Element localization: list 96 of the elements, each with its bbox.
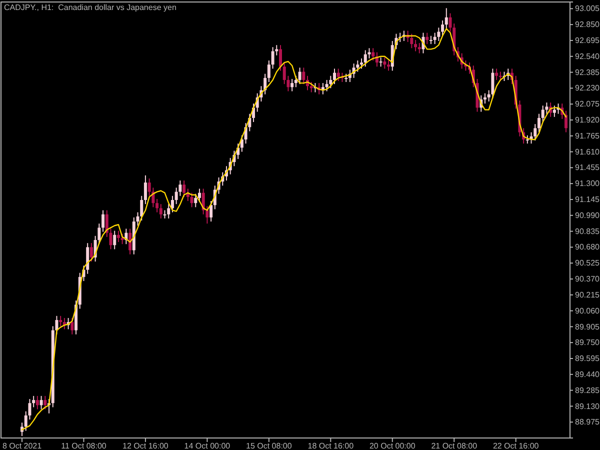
candlestick: [32, 395, 36, 408]
candlestick: [426, 32, 429, 45]
x-tick-label: 21 Oct 08:00: [431, 442, 478, 450]
candlestick: [437, 27, 440, 42]
line-series: [21, 28, 567, 430]
candlestick: [170, 195, 174, 213]
candlestick: [294, 75, 298, 88]
y-tick-label: 90.835: [575, 226, 600, 236]
candlestick: [140, 195, 144, 222]
candlestick: [240, 134, 244, 152]
candlestick: [534, 124, 537, 141]
y-tick-label: 91.300: [575, 179, 600, 188]
y-tick-label: 89.440: [575, 370, 600, 379]
candlestick: [310, 82, 313, 93]
candlestick: [360, 58, 364, 70]
candlestick: [325, 79, 328, 92]
y-tick-label: 89.595: [575, 354, 600, 364]
y-tick-label: 88.975: [575, 418, 600, 427]
candlestick: [483, 92, 486, 104]
candlestick: [40, 395, 43, 410]
candlestick: [372, 48, 375, 61]
y-tick-label: 89.750: [575, 338, 600, 348]
candlestick: [159, 204, 162, 219]
candlestick: [333, 68, 336, 85]
candlestick: [59, 315, 62, 327]
y-tick-label: 91.455: [575, 163, 600, 172]
y-tick-label: 91.920: [575, 116, 600, 125]
candlestick: [541, 105, 544, 123]
candlestick: [495, 68, 498, 80]
y-tick-label: 90.990: [575, 210, 600, 220]
candlestick: [414, 39, 418, 52]
candlestick: [302, 67, 306, 85]
candlestick: [182, 180, 186, 198]
y-tick-label: 91.610: [575, 147, 600, 156]
y-tick-label: 92.850: [575, 20, 600, 30]
candlestick: [190, 192, 194, 208]
y-tick-label: 91.145: [575, 195, 600, 204]
candlestick: [552, 105, 556, 118]
y-tick-label: 90.680: [575, 242, 600, 252]
x-tick-label: 22 Oct 16:00: [492, 442, 540, 450]
candlestick: [267, 60, 270, 83]
y-tick-label: 89.130: [575, 402, 600, 411]
chart-title: CADJPY., H1: Canadian dollar vs Japanese yen: [4, 3, 176, 12]
candlestick: [44, 395, 47, 410]
candlestick: [70, 317, 74, 335]
candlestick: [418, 42, 421, 54]
y-tick-label: 92.540: [575, 52, 600, 61]
candlestick: [144, 174, 147, 205]
candlestick: [102, 210, 105, 232]
y-tick-label: 90.370: [575, 274, 600, 284]
candlestick: [298, 67, 302, 85]
y-tick-label: 92.075: [575, 100, 600, 109]
candlestick: [271, 46, 274, 70]
candlestick: [113, 230, 116, 250]
candlestick: [194, 193, 198, 208]
x-tick-label: 15 Oct 08:00: [246, 442, 292, 450]
y-tick-label: 90.525: [575, 258, 600, 268]
candlestick: [290, 78, 294, 92]
y-tick-label: 91.765: [575, 131, 600, 140]
candlestick: [336, 68, 340, 82]
x-tick-label: 20 Oct 00:00: [369, 442, 416, 450]
candlestick: [537, 113, 540, 133]
candlestick: [364, 50, 367, 68]
candlestick: [498, 71, 502, 82]
candlestick: [379, 56, 382, 68]
y-tick-label: 89.285: [575, 386, 600, 395]
candlestick: [120, 233, 124, 245]
candlestick: [383, 56, 386, 70]
y-tick-label: 92.695: [575, 36, 600, 46]
candlestick: [116, 230, 120, 243]
candlestick: [167, 204, 170, 219]
candlestick: [387, 60, 390, 72]
y-tick-label: 92.230: [575, 84, 600, 93]
candlestick: [410, 33, 414, 49]
candlestick: [491, 68, 494, 99]
y-tick-label: 92.385: [575, 68, 600, 77]
candlestick: [198, 188, 201, 203]
x-tick-label: 12 Oct 16:00: [122, 442, 169, 450]
x-tick-label: 14 Oct 00:00: [184, 442, 231, 450]
candlestick: [278, 44, 282, 72]
candlestick: [128, 228, 132, 255]
x-tick-label: 8 Oct 2021: [2, 442, 42, 450]
candlestick: [156, 198, 159, 213]
y-tick-label: 89.905: [575, 322, 600, 332]
candlestick: [90, 242, 93, 262]
candlestick: [36, 395, 39, 410]
y-tick-label: 90.060: [575, 306, 600, 316]
candlestick: [329, 75, 332, 89]
candlestick: [210, 200, 213, 222]
x-tick-label: 18 Oct 16:00: [308, 442, 354, 450]
y-tick-label: 93.005: [575, 4, 600, 14]
candlestick: [86, 242, 90, 274]
candlestick: [444, 8, 448, 30]
x-tick-label: 11 Oct 08:00: [61, 442, 107, 450]
candlestick: [441, 20, 444, 36]
y-tick-label: 90.215: [575, 290, 600, 300]
